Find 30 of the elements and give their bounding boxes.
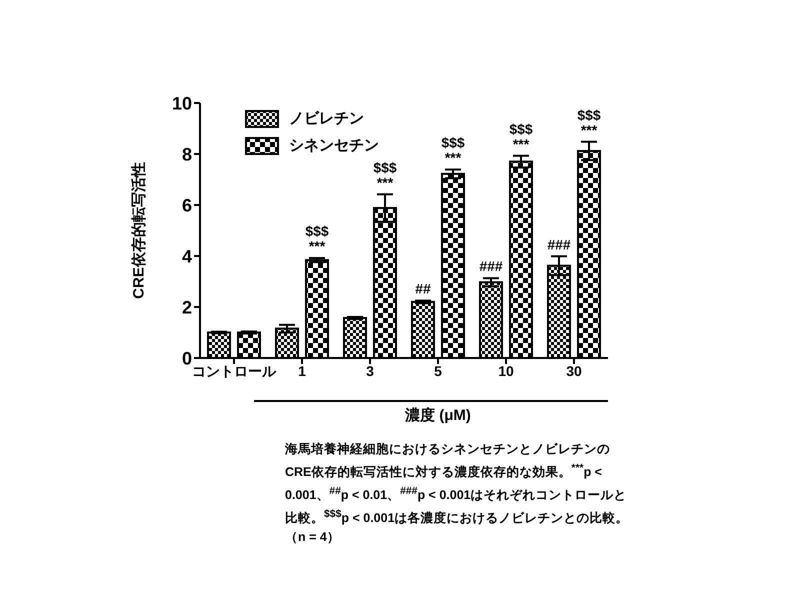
- annotation: ***: [580, 122, 598, 138]
- annotation: $$$: [509, 120, 533, 137]
- annotation: ###: [479, 258, 503, 274]
- annotation: $$$: [577, 106, 601, 123]
- x-tick-label: 5: [434, 362, 442, 379]
- annotation: ###: [547, 236, 571, 252]
- x-tick-label: 3: [366, 362, 374, 379]
- x-tick-label: コントロール: [192, 362, 277, 379]
- legend-label: シネンセチン: [289, 136, 379, 155]
- annotation: $$$: [305, 223, 329, 240]
- x-tick-label: 10: [498, 362, 514, 379]
- annotation: ##: [415, 280, 431, 297]
- y-tick-label: 2: [182, 297, 192, 318]
- x-axis-title: 濃度 (μM): [404, 406, 472, 425]
- legend-label: ノビレチン: [289, 109, 364, 128]
- y-tick-label: 8: [182, 144, 192, 164]
- annotation: ***: [444, 150, 462, 166]
- x-tick-label: 30: [566, 362, 582, 379]
- x-tick-label: 1: [298, 362, 306, 379]
- y-tick-label: 10: [172, 93, 192, 114]
- annotation: ***: [308, 238, 326, 254]
- y-tick-label: 0: [182, 348, 192, 368]
- annotation: ***: [512, 136, 530, 152]
- y-axis-title: CRE依存的転写活性: [130, 162, 148, 299]
- annotation: $$$: [441, 134, 465, 151]
- text: 海馬培養神経細胞におけるシネンセチンとノビレチンのCRE依存的転写活性に対する濃度依存的な効果。$^{***}$p < 0.001、$^{##}$p < 0.01、$^{###}$p < 0.001はそれぞれコントロールと比較。$^{$$$}$p < 0.001は各濃度におけるノビレチンとの比較。（n = 4）: [285, 442, 629, 544]
- y-tick-label: 6: [182, 195, 192, 216]
- annotation: ***: [376, 174, 394, 190]
- annotation: $$$: [373, 159, 397, 176]
- y-tick-label: 4: [182, 246, 192, 266]
